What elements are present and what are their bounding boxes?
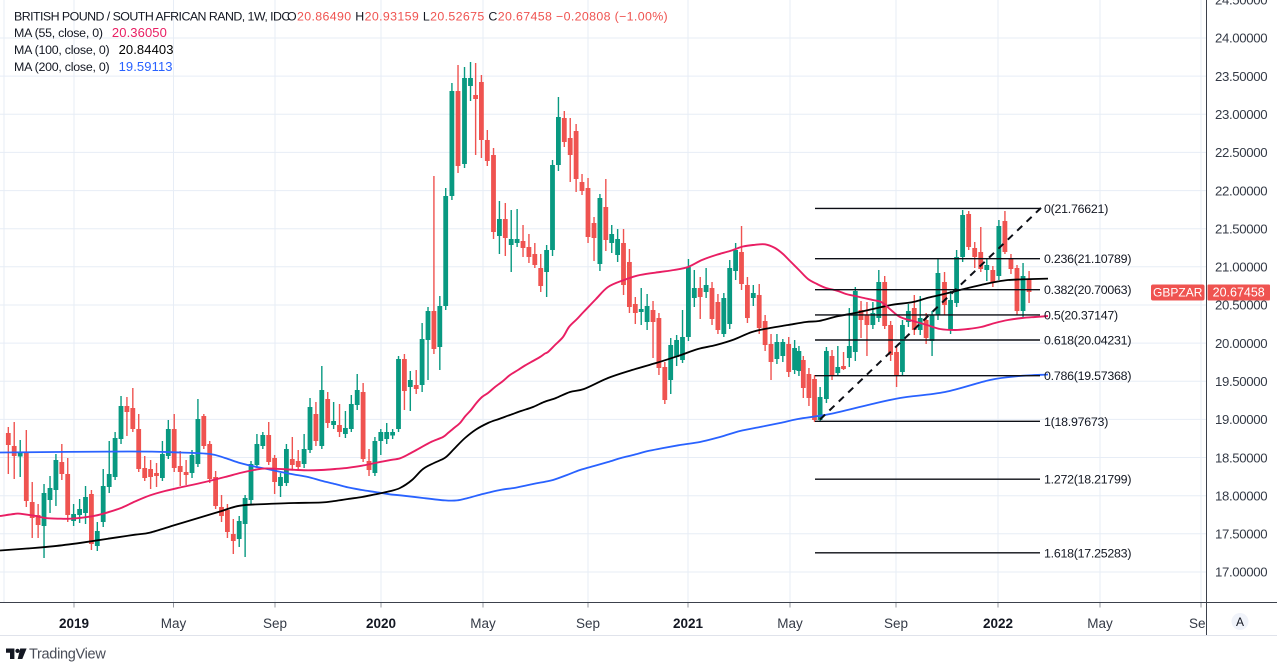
svg-text:2020: 2020: [366, 616, 396, 631]
svg-text:BRITISH POUND / SOUTH AFRICAN: BRITISH POUND / SOUTH AFRICAN RAND, 1W, …: [14, 10, 290, 24]
svg-text:A: A: [1236, 615, 1244, 629]
svg-text:0.5(20.37147): 0.5(20.37147): [1044, 308, 1118, 322]
svg-text:19.00000: 19.00000: [1215, 412, 1267, 427]
svg-text:May: May: [470, 616, 496, 631]
svg-text:TradingView: TradingView: [29, 647, 106, 663]
svg-text:GBPZAR: GBPZAR: [1153, 286, 1203, 300]
svg-text:17.00000: 17.00000: [1215, 565, 1267, 580]
svg-text:0.618(20.04231): 0.618(20.04231): [1044, 334, 1131, 348]
svg-text:2022: 2022: [983, 616, 1013, 631]
svg-text:20.50000: 20.50000: [1215, 298, 1267, 313]
svg-text:May: May: [1087, 616, 1113, 631]
svg-text:18.00000: 18.00000: [1215, 488, 1267, 503]
svg-text:24.50000: 24.50000: [1215, 0, 1267, 8]
svg-text:2021: 2021: [673, 616, 704, 631]
svg-text:2019: 2019: [59, 616, 89, 631]
svg-text:0.382(20.70063): 0.382(20.70063): [1044, 283, 1131, 297]
svg-text:17.50000: 17.50000: [1215, 527, 1267, 542]
svg-text:22.50000: 22.50000: [1215, 145, 1267, 160]
svg-text:1.272(18.21799): 1.272(18.21799): [1044, 473, 1131, 487]
svg-text:22.00000: 22.00000: [1215, 183, 1267, 198]
svg-text:MA (200, close, 0) 19.59113: MA (200, close, 0) 19.59113: [14, 59, 173, 74]
svg-text:0.786(19.57368): 0.786(19.57368): [1044, 369, 1131, 383]
svg-text:19.50000: 19.50000: [1215, 374, 1267, 389]
svg-text:May: May: [777, 616, 803, 631]
svg-text:O20.86490 H20.93159 L20.52675: O20.86490 H20.93159 L20.52675 C20.67458 …: [287, 10, 668, 24]
svg-text:Sep: Sep: [576, 616, 600, 631]
svg-text:21.00000: 21.00000: [1215, 260, 1267, 275]
svg-text:23.00000: 23.00000: [1215, 107, 1267, 122]
svg-text:MA (100, close, 0) 20.84403: MA (100, close, 0) 20.84403: [14, 42, 174, 57]
svg-text:1(18.97673): 1(18.97673): [1044, 415, 1108, 429]
svg-text:1.618(17.25283): 1.618(17.25283): [1044, 546, 1131, 560]
svg-text:20.67458: 20.67458: [1213, 286, 1265, 300]
svg-text:May: May: [161, 616, 187, 631]
svg-text:Sep: Sep: [263, 616, 287, 631]
svg-text:0.236(21.10789): 0.236(21.10789): [1044, 252, 1131, 266]
svg-text:MA (55, close, 0) 20.36050: MA (55, close, 0) 20.36050: [14, 25, 167, 40]
svg-text:23.50000: 23.50000: [1215, 69, 1267, 84]
svg-text:24.00000: 24.00000: [1215, 31, 1267, 46]
svg-text:0(21.76621): 0(21.76621): [1044, 202, 1108, 216]
svg-text:Sep: Sep: [884, 616, 908, 631]
svg-text:18.50000: 18.50000: [1215, 450, 1267, 465]
svg-text:21.50000: 21.50000: [1215, 221, 1267, 236]
svg-text:20.00000: 20.00000: [1215, 336, 1267, 351]
